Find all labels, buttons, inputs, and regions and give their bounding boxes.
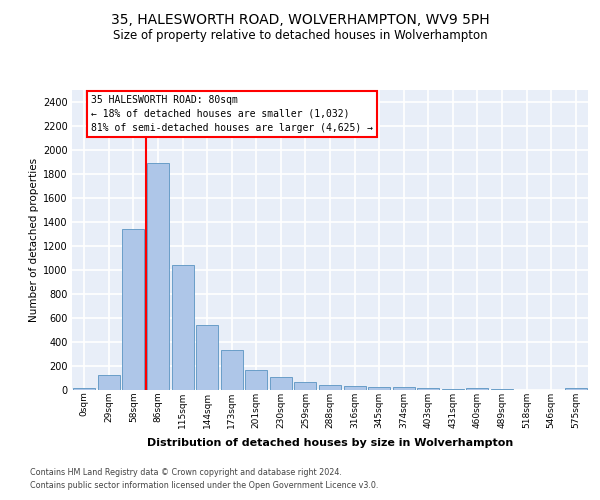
Bar bbox=[344, 386, 365, 390]
Bar bbox=[270, 377, 292, 390]
Bar bbox=[392, 388, 415, 390]
Text: Distribution of detached houses by size in Wolverhampton: Distribution of detached houses by size … bbox=[147, 438, 513, 448]
Bar bbox=[417, 388, 439, 390]
Text: Contains public sector information licensed under the Open Government Licence v3: Contains public sector information licen… bbox=[30, 480, 379, 490]
Bar bbox=[98, 375, 120, 390]
Bar bbox=[221, 350, 243, 390]
Bar bbox=[368, 387, 390, 390]
Text: Contains HM Land Registry data © Crown copyright and database right 2024.: Contains HM Land Registry data © Crown c… bbox=[30, 468, 342, 477]
Bar bbox=[196, 324, 218, 390]
Bar bbox=[122, 229, 145, 390]
Text: 35 HALESWORTH ROAD: 80sqm
← 18% of detached houses are smaller (1,032)
81% of se: 35 HALESWORTH ROAD: 80sqm ← 18% of detac… bbox=[91, 95, 373, 133]
Bar bbox=[565, 388, 587, 390]
Bar bbox=[147, 163, 169, 390]
Bar bbox=[319, 385, 341, 390]
Bar bbox=[73, 388, 95, 390]
Y-axis label: Number of detached properties: Number of detached properties bbox=[29, 158, 39, 322]
Bar bbox=[172, 264, 194, 390]
Bar bbox=[245, 370, 268, 390]
Text: Size of property relative to detached houses in Wolverhampton: Size of property relative to detached ho… bbox=[113, 29, 487, 42]
Bar bbox=[295, 382, 316, 390]
Bar bbox=[466, 388, 488, 390]
Text: 35, HALESWORTH ROAD, WOLVERHAMPTON, WV9 5PH: 35, HALESWORTH ROAD, WOLVERHAMPTON, WV9 … bbox=[110, 12, 490, 26]
